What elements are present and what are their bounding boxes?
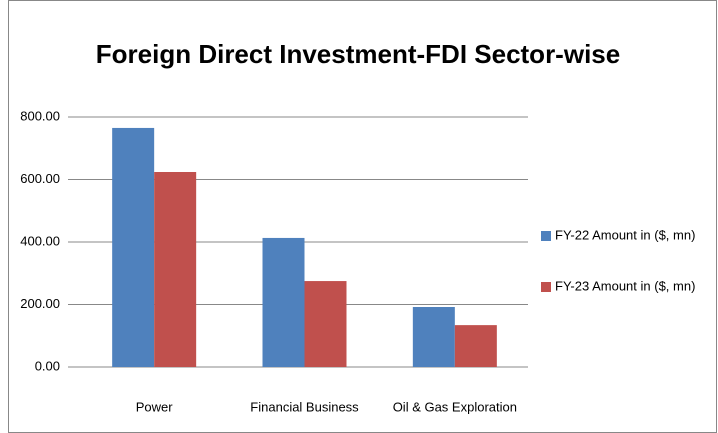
y-tick-label: 800.00 bbox=[20, 108, 60, 123]
legend-label: FY-23 Amount in ($, mn) bbox=[555, 278, 695, 293]
bar bbox=[454, 325, 497, 367]
x-tick-label: Power bbox=[136, 399, 174, 414]
legend-swatch bbox=[541, 282, 551, 292]
bar bbox=[262, 237, 305, 367]
y-tick-label: 0.00 bbox=[35, 358, 60, 373]
bar bbox=[412, 307, 455, 367]
bar bbox=[154, 172, 197, 367]
chart-title: Foreign Direct Investment-FDI Sector-wis… bbox=[96, 39, 620, 69]
legend-swatch bbox=[541, 231, 551, 241]
y-tick-label: 600.00 bbox=[20, 171, 60, 186]
bar bbox=[112, 127, 155, 367]
legend-label: FY-22 Amount in ($, mn) bbox=[555, 227, 695, 242]
x-tick-label: Oil & Gas Exploration bbox=[393, 399, 517, 414]
y-tick-label: 400.00 bbox=[20, 233, 60, 248]
bar bbox=[304, 281, 347, 367]
y-tick-label: 200.00 bbox=[20, 296, 60, 311]
x-tick-label: Financial Business bbox=[250, 399, 359, 414]
